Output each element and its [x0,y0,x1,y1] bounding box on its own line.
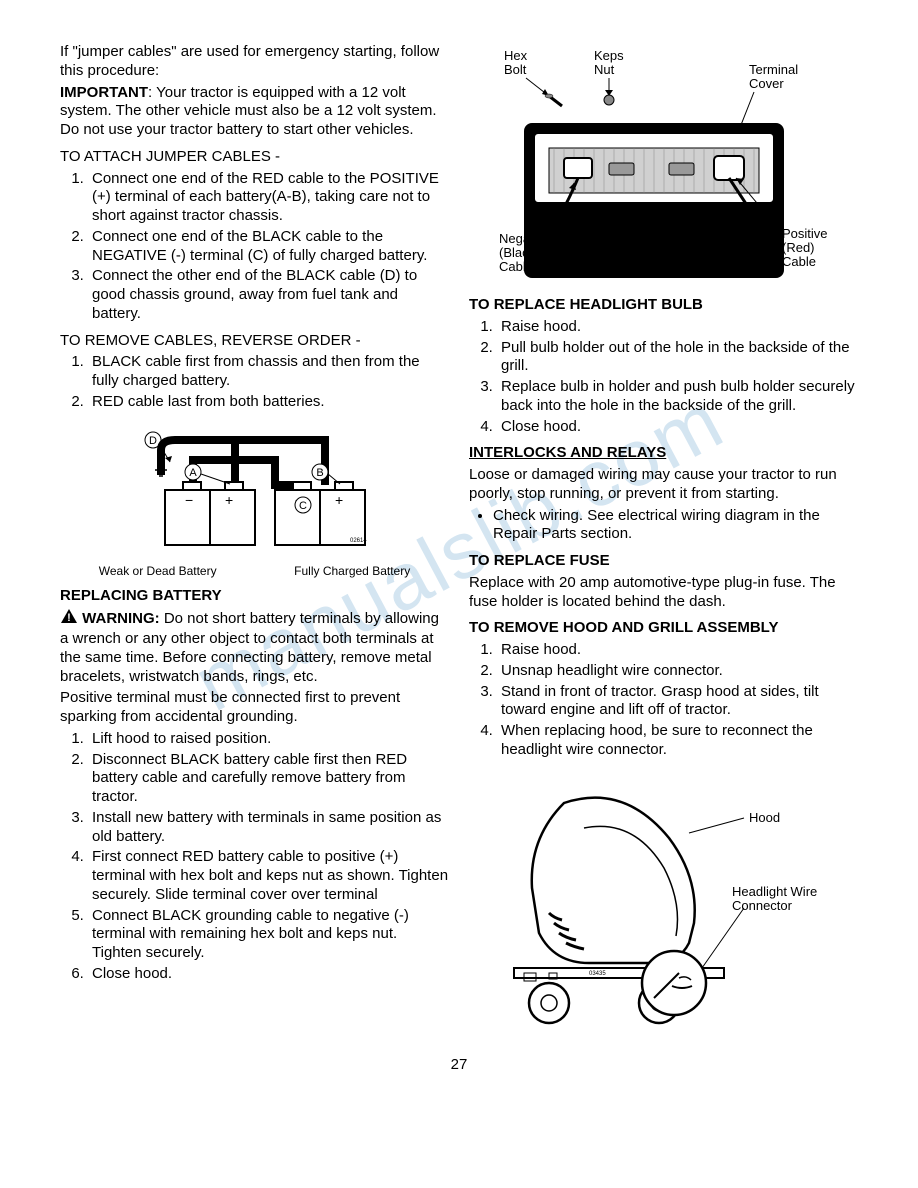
svg-text:Keps: Keps [594,48,624,63]
list-item: Lift hood to raised position. [88,730,449,749]
two-column-layout: If "jumper cables" are used for emergenc… [60,40,858,1036]
list-item: Close hood. [88,965,449,984]
important-para: IMPORTANT: Your tractor is equipped with… [60,84,449,140]
jumper-cable-diagram: D − + − + A B C 026 [60,420,449,579]
attach-heading: TO ATTACH JUMPER CABLES - [60,148,449,167]
remove-list: BLACK cable first from chassis and then … [60,353,449,411]
interlocks-bullets: Check wiring. See electrical wiring diag… [469,507,858,545]
svg-text:+: + [335,492,343,508]
svg-text:!: ! [67,612,71,624]
svg-text:Positive: Positive [782,226,828,241]
replacing-battery-heading: REPLACING BATTERY [60,587,449,606]
intro-text: If "jumper cables" are used for emergenc… [60,43,449,81]
list-item: Connect one end of the RED cable to the … [88,170,449,226]
svg-text:Cable: Cable [782,254,816,269]
positive-note: Positive terminal must be connected firs… [60,689,449,727]
list-item: Raise hood. [497,641,858,660]
svg-text:−: − [185,492,193,508]
list-item: Install new battery with terminals in sa… [88,809,449,847]
warning-label: WARNING: [82,610,160,627]
hood-heading: TO REMOVE HOOD AND GRILL ASSEMBLY [469,619,858,638]
svg-text:Terminal: Terminal [749,62,798,77]
svg-text:Cover: Cover [749,76,784,91]
label-d: D [149,435,157,447]
right-column: Hex Bolt Keps Nut Terminal Cover [469,40,858,1036]
list-item: Check wiring. See electrical wiring diag… [493,507,858,545]
headlight-list: Raise hood. Pull bulb holder out of the … [469,318,858,437]
replace-battery-list: Lift hood to raised position. Disconnect… [60,730,449,984]
interlocks-heading: INTERLOCKS AND RELAYS [469,444,858,463]
charged-battery-label: Fully Charged Battery [294,564,410,579]
list-item: When replacing hood, be sure to reconnec… [497,722,858,760]
attach-list: Connect one end of the RED cable to the … [60,170,449,324]
list-item: RED cable last from both batteries. [88,393,449,412]
svg-text:Hex: Hex [504,48,528,63]
page-number: 27 [60,1056,858,1075]
svg-text:+: + [225,492,233,508]
svg-text:B: B [316,467,323,479]
weak-battery-label: Weak or Dead Battery [99,564,217,579]
list-item: Connect BLACK grounding cable to negativ… [88,907,449,963]
svg-text:Negative: Negative [499,231,550,246]
svg-text:Headlight Wire: Headlight Wire [732,884,817,899]
remove-heading: TO REMOVE CABLES, REVERSE ORDER - [60,332,449,351]
list-item: Pull bulb holder out of the hole in the … [497,339,858,377]
svg-text:Connector: Connector [732,898,793,913]
list-item: Connect the other end of the BLACK cable… [88,267,449,323]
fuse-text: Replace with 20 amp automotive-type plug… [469,574,858,612]
svg-text:Hood: Hood [749,810,780,825]
important-label: IMPORTANT [60,84,148,101]
list-item: Connect one end of the BLACK cable to th… [88,228,449,266]
fuse-heading: TO REPLACE FUSE [469,552,858,571]
battery-top-diagram: Hex Bolt Keps Nut Terminal Cover [469,48,858,288]
svg-text:C: C [299,500,307,512]
warning-icon: ! [60,608,78,630]
list-item: Stand in front of tractor. Grasp hood at… [497,683,858,721]
warning-para: ! WARNING: Do not short battery terminal… [60,608,449,686]
svg-text:(Red): (Red) [782,240,815,255]
headlight-heading: TO REPLACE HEADLIGHT BULB [469,296,858,315]
list-item: Raise hood. [497,318,858,337]
svg-text:Cable: Cable [499,259,533,274]
interlocks-text: Loose or damaged wiring may cause your t… [469,466,858,504]
svg-text:03435: 03435 [589,971,606,977]
left-column: If "jumper cables" are used for emergenc… [60,40,449,1036]
list-item: BLACK cable first from chassis and then … [88,353,449,391]
list-item: First connect RED battery cable to posit… [88,848,449,904]
diag-code: 02614 [350,538,367,544]
list-item: Close hood. [497,418,858,437]
list-item: Replace bulb in holder and push bulb hol… [497,378,858,416]
hood-list: Raise hood. Unsnap headlight wire connec… [469,641,858,760]
svg-text:A: A [189,467,197,479]
list-item: Disconnect BLACK battery cable first the… [88,751,449,807]
svg-text:Bolt: Bolt [504,62,527,77]
list-item: Unsnap headlight wire connector. [497,662,858,681]
hood-diagram: Hood Headlight Wire Connector 03435 [469,768,858,1028]
svg-text:(Black): (Black) [499,245,539,260]
svg-text:Nut: Nut [594,62,615,77]
